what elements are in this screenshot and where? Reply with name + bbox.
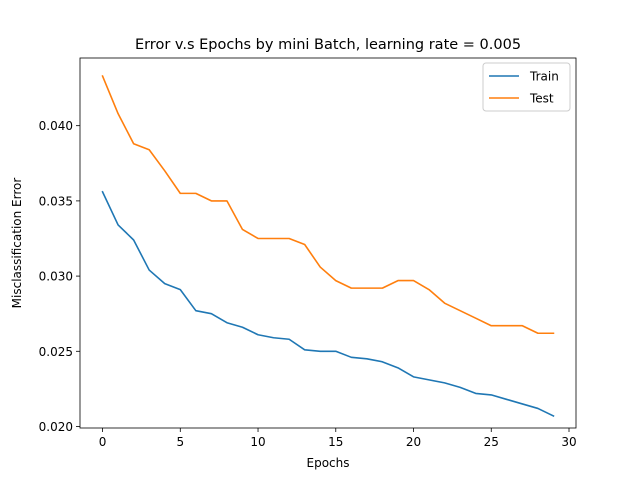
legend-label-test: Test: [529, 92, 554, 106]
y-tick-label: 0.025: [39, 345, 73, 359]
series-line-test: [101, 75, 555, 335]
x-tick-label: 30: [561, 435, 576, 449]
x-tick-label: 5: [176, 435, 184, 449]
y-tick-label: 0.020: [39, 420, 73, 434]
x-tick-label: 20: [406, 435, 421, 449]
x-tick-label: 25: [484, 435, 499, 449]
x-tick-label: 10: [250, 435, 265, 449]
series-line-train: [101, 190, 555, 418]
legend-box: [482, 62, 571, 112]
x-tick-label: 15: [328, 435, 343, 449]
x-axis-label: Epochs: [307, 456, 350, 470]
y-axis: 0.020 0.025 0.030 0.035 0.040: [39, 119, 80, 434]
y-tick-label: 0.030: [39, 270, 73, 284]
x-tick-label: 0: [99, 435, 107, 449]
y-tick-label: 0.040: [39, 119, 73, 133]
series-lines: [101, 75, 555, 418]
x-axis: 0 5 10 15 20 25 30: [99, 428, 577, 449]
legend-label-train: Train: [529, 70, 559, 84]
plot-frame: [79, 57, 577, 429]
y-tick-label: 0.035: [39, 194, 73, 208]
y-axis-label: Misclassification Error: [10, 178, 24, 309]
plot-area: [79, 57, 577, 429]
chart-title: Error v.s Epochs by mini Batch, learning…: [135, 37, 521, 53]
legend: Train Test: [482, 62, 571, 112]
